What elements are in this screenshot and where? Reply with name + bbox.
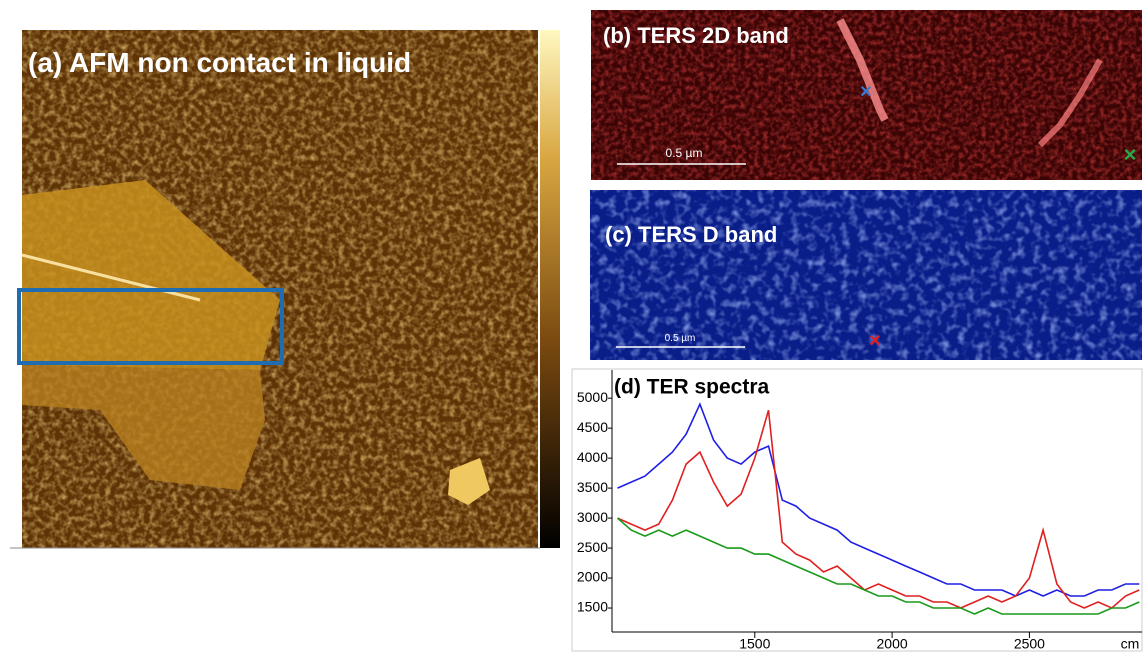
y-tick-label: 2500 <box>577 539 608 555</box>
x-tick-label: 1500 <box>739 636 770 652</box>
chart-title: (d) TER spectra <box>614 376 770 399</box>
marker: × <box>860 81 872 103</box>
y-tick-label: 4000 <box>577 449 608 465</box>
x-axis-label: cm <box>1121 636 1140 652</box>
panel-label: (c) TERS D band <box>605 222 777 247</box>
y-tick-label: 5000 <box>577 389 608 405</box>
x-tick-label: 2000 <box>877 636 908 652</box>
ters-d-panel: × 0.5 µm (c) TERS D band <box>590 190 1142 360</box>
marker: × <box>869 330 881 352</box>
panel-frame <box>572 369 1142 651</box>
scale-label: 0.5 µm <box>665 333 696 344</box>
scale-label: 0.5 µm <box>666 146 703 160</box>
marker: × <box>1124 142 1137 167</box>
spectra-panel: 1500 2000 2500 3000 3500 4000 4500 5000 1500 2000… <box>572 369 1142 652</box>
colorbar <box>540 30 560 548</box>
y-tick-label: 3500 <box>577 479 608 495</box>
y-tick-label: 1500 <box>577 599 608 615</box>
y-tick-label: 2000 <box>577 569 608 585</box>
figure: (a) AFM non contact in liquid × × 0.5 µm… <box>0 0 1143 652</box>
ters-2d-panel: × × 0.5 µm (b) TERS 2D band <box>591 10 1142 180</box>
panel-label: (b) TERS 2D band <box>603 23 789 48</box>
afm-panel: (a) AFM non contact in liquid <box>10 30 560 548</box>
y-tick-label: 4500 <box>577 419 608 435</box>
panel-label: (a) AFM non contact in liquid <box>28 47 411 78</box>
y-tick-label: 3000 <box>577 509 608 525</box>
x-tick-label: 2500 <box>1014 636 1045 652</box>
